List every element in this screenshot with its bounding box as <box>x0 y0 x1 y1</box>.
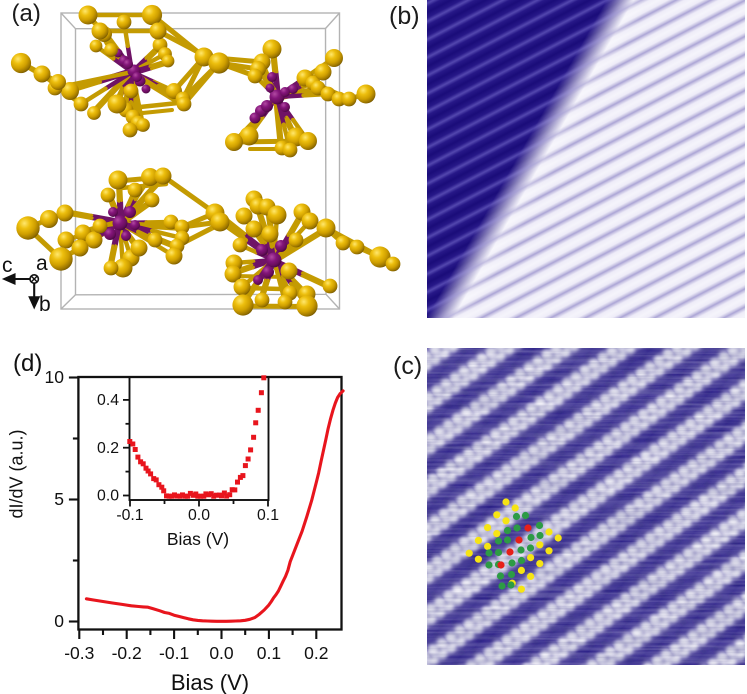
svg-text:0.0: 0.0 <box>97 488 119 505</box>
svg-text:10: 10 <box>45 367 65 387</box>
svg-text:0.0: 0.0 <box>188 507 210 524</box>
svg-text:-0.3: -0.3 <box>64 643 94 663</box>
svg-text:5: 5 <box>54 489 64 509</box>
svg-text:b: b <box>39 293 51 316</box>
svg-text:0.1: 0.1 <box>257 643 281 663</box>
svg-text:Bias (V): Bias (V) <box>167 529 229 549</box>
svg-text:(a): (a) <box>12 0 41 27</box>
svg-text:0.0: 0.0 <box>209 643 234 663</box>
svg-text:c: c <box>2 254 13 277</box>
svg-text:(d): (d) <box>13 350 42 377</box>
svg-text:a: a <box>36 252 48 275</box>
svg-text:0.2: 0.2 <box>97 440 119 457</box>
svg-text:Bias (V): Bias (V) <box>171 670 249 694</box>
svg-text:-0.1: -0.1 <box>116 507 143 524</box>
svg-text:0.4: 0.4 <box>97 392 119 409</box>
svg-text:0.2: 0.2 <box>304 643 328 663</box>
svg-text:0.1: 0.1 <box>257 507 279 524</box>
svg-text:dI/dV (a.u.): dI/dV (a.u.) <box>7 429 27 518</box>
svg-text:-0.2: -0.2 <box>112 643 142 663</box>
svg-text:-0.1: -0.1 <box>159 643 189 663</box>
svg-text:0: 0 <box>54 611 64 631</box>
